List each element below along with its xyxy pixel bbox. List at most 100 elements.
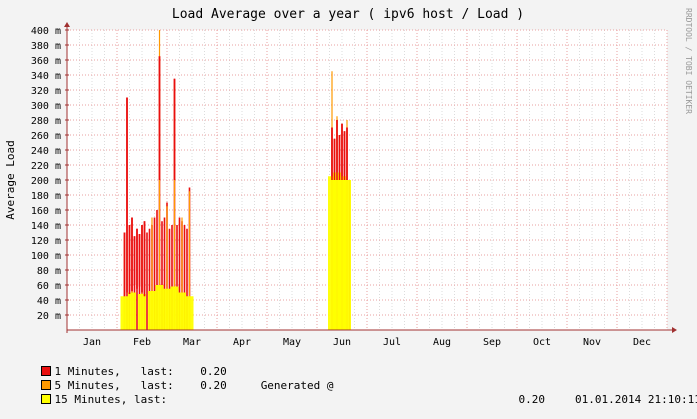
bar-one-minute — [178, 217, 181, 330]
legend-label-five-minute: 5 Minutes, last: 0.20 — [54, 379, 227, 392]
bar-fifteen-minute — [338, 176, 346, 330]
legend-swatch-five-minute — [40, 380, 51, 390]
bar-one-minute — [148, 228, 151, 330]
y-tick-label: 40 m — [37, 296, 61, 307]
bar-one-minute-top — [333, 138, 336, 180]
bar-one-minute — [156, 210, 158, 330]
bar-fifteen-minute — [178, 292, 186, 330]
x-tick-label: May — [283, 337, 301, 348]
y-tick-label: 300 m — [31, 101, 61, 112]
bar-five-minute — [151, 217, 153, 330]
y-tick-label: 180 m — [31, 191, 61, 202]
bar-one-minute-top — [336, 120, 338, 180]
generated-timestamp: 01.01.2014 21:10:11 — [575, 393, 697, 406]
bar-one-minute-top — [343, 131, 346, 180]
bar-fifteen-minute — [185, 296, 194, 330]
y-tick-label: 120 m — [31, 236, 61, 247]
y-tick-label: 360 m — [31, 56, 61, 67]
bar-fifteen-minute — [328, 176, 336, 330]
bar-one-minute-top — [131, 217, 133, 291]
bar-fifteen-minute — [120, 296, 129, 330]
bar-one-minute-top — [136, 228, 138, 289]
bar-one-minute-top — [173, 78, 176, 180]
bar-one-minute-top — [346, 127, 348, 180]
chart-root: 20 m 40 m 60 m 80 m 100 m 120 m 140 m 160 m 180 … — [4, 7, 697, 406]
y-tick-label: 280 m — [31, 116, 61, 127]
generated-label: Generated @ — [260, 379, 334, 392]
bar-fifteen-minute — [170, 286, 179, 330]
bar-fifteen-minute — [148, 291, 156, 330]
bar-one-minute — [168, 228, 171, 330]
bar-fifteen-minute — [163, 288, 171, 330]
bar-fifteen-minute — [128, 292, 136, 330]
y-tick-label: 400 m — [31, 26, 61, 37]
legend-fifteen-last-value: 0.20 01.01.2014 21:10:11 — [492, 380, 697, 406]
bar-one-minute — [153, 217, 156, 330]
y-tick-label: 200 m — [31, 176, 61, 187]
legend-label-one-minute: 1 Minutes, last: 0.20 — [54, 365, 227, 378]
y-tick-label: 60 m — [37, 281, 61, 292]
y-tick-label: 340 m — [31, 71, 61, 82]
bar-five-minute — [166, 206, 168, 330]
bar-one-minute — [183, 225, 186, 330]
y-tick-label: 100 m — [31, 251, 61, 262]
x-tick-label: Feb — [133, 337, 151, 348]
bar-fifteen-minute — [155, 285, 164, 330]
bar-one-minute — [161, 221, 163, 330]
x-tick-label: Mar — [183, 337, 201, 348]
y-axis-arrow — [64, 22, 70, 27]
y-tick-label: 140 m — [31, 221, 61, 232]
bar-fifteen-minute — [333, 172, 341, 330]
bar-one-minute — [176, 225, 178, 330]
x-tick-label: Dec — [633, 337, 651, 348]
bar-one-minute-top — [128, 225, 131, 294]
bar-fifteen-minute — [343, 180, 351, 330]
bar-one-minute-top — [338, 135, 341, 180]
x-tick-label: Apr — [233, 337, 251, 348]
bar-one-minute-top — [158, 56, 161, 180]
bar-one-minute — [171, 225, 173, 330]
bar-five-minute — [188, 191, 191, 330]
fifteen-last-value: 0.20 — [518, 393, 546, 406]
bar-one-minute-top — [331, 127, 333, 180]
y-tick-label: 220 m — [31, 161, 61, 172]
legend-swatch-fifteen-minute — [40, 394, 51, 404]
x-tick-label: Aug — [433, 337, 451, 348]
x-tick-label: Jun — [333, 337, 351, 348]
x-tick-label: Jul — [383, 337, 401, 348]
y-tick-label: 20 m — [37, 311, 61, 322]
legend-one-minute: 1 Minutes, last: 0.20 — [14, 352, 227, 378]
legend-swatch-one-minute — [40, 366, 51, 376]
x-tick-label: Nov — [583, 337, 601, 348]
x-axis-arrow — [672, 327, 677, 333]
watermark: RRDTOOL / TOBI OETIKER — [684, 8, 693, 114]
y-tick-label: 240 m — [31, 146, 61, 157]
y-tick-label: 160 m — [31, 206, 61, 217]
y-tick-label: 320 m — [31, 86, 61, 97]
legend-label-fifteen-minute: 15 Minutes, last: — [54, 393, 168, 406]
y-tick-label: 80 m — [37, 266, 61, 277]
legend-five-minute: 5 Minutes, last: 0.20 Generated @ — [14, 366, 334, 392]
bar-one-minute-top — [123, 232, 126, 297]
bar-fifteen-minute — [138, 294, 146, 330]
bar-one-minute — [163, 217, 166, 330]
bar-one-minute-top — [138, 234, 141, 287]
bar-one-minute-top — [341, 123, 343, 180]
y-tick-label: 260 m — [31, 131, 61, 142]
bar-one-minute-top — [126, 97, 128, 293]
bar-one-minute — [146, 232, 148, 330]
load-chart: 20 m 40 m 60 m 80 m 100 m 120 m 140 m 160 m 180 … — [4, 7, 693, 348]
x-tick-label: Sep — [483, 337, 501, 348]
x-tick-label: Oct — [533, 337, 551, 348]
y-axis-label: Average Load — [4, 140, 17, 219]
x-tick-label: Jan — [83, 337, 101, 348]
y-tick-label: 380 m — [31, 41, 61, 52]
bar-one-minute-top — [133, 236, 136, 285]
bar-one-minute — [186, 228, 188, 330]
legend-fifteen-minute: 15 Minutes, last: — [14, 380, 167, 406]
chart-title: Load Average over a year ( ipv6 host / L… — [172, 7, 524, 22]
bar-five-minute — [181, 217, 183, 330]
bar-five-minute — [173, 82, 176, 330]
bar-one-minute-top — [143, 221, 146, 297]
bar-one-minute-top — [141, 225, 143, 293]
